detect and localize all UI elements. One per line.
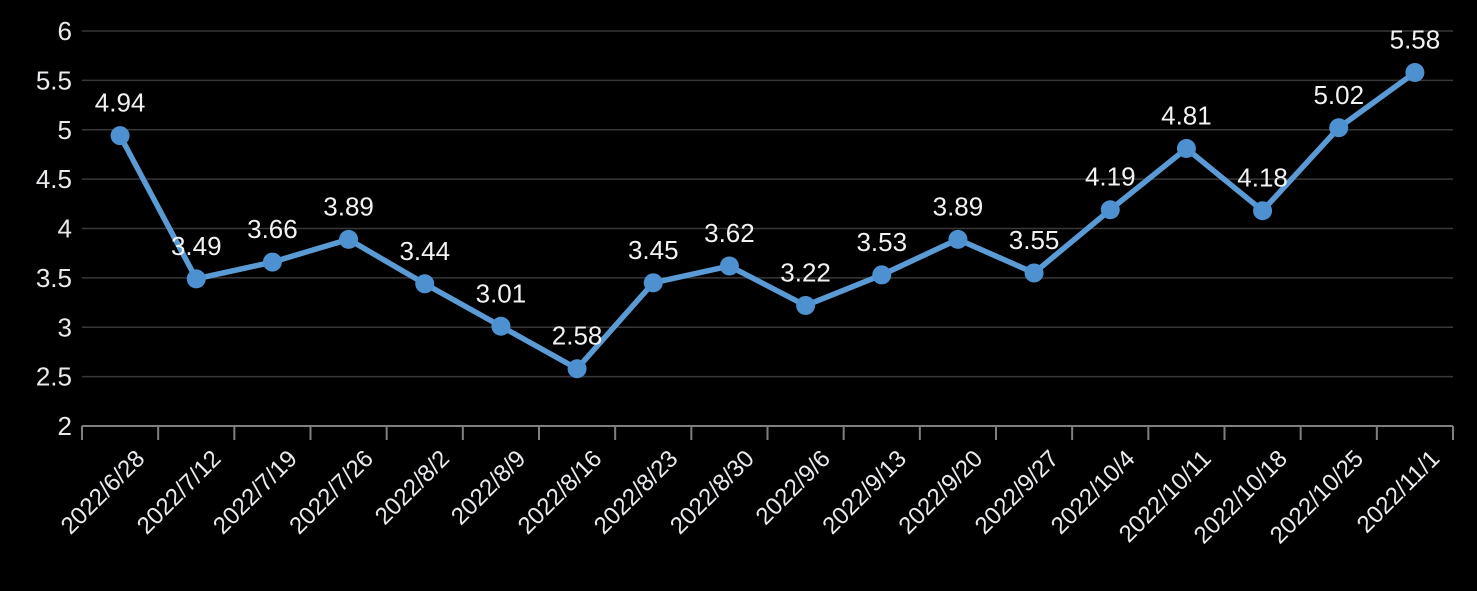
data-point: [262, 252, 282, 272]
data-label: 4.81: [1161, 101, 1212, 131]
y-tick-label: 2.5: [36, 362, 72, 392]
data-point: [1405, 62, 1425, 82]
data-label: 4.19: [1085, 162, 1136, 192]
data-point: [1176, 139, 1196, 159]
data-label: 4.18: [1237, 163, 1288, 193]
series-line: [117, 69, 1418, 372]
data-label: 3.62: [704, 218, 755, 248]
data-label: 3.49: [171, 231, 222, 261]
data-point: [796, 296, 816, 316]
y-tick-label: 4: [58, 214, 72, 244]
data-point: [110, 126, 130, 146]
data-label: 5.58: [1390, 24, 1441, 54]
x-tick-label: 2022/8/30: [665, 445, 760, 540]
data-point: [1024, 263, 1044, 283]
x-tick-label: 2022/7/26: [284, 445, 379, 540]
y-tick-label: 5.5: [36, 65, 72, 95]
y-tick-label: 6: [58, 16, 72, 46]
data-label: 3.01: [476, 278, 527, 308]
data-label: 3.53: [856, 227, 907, 257]
data-label: 2.58: [552, 321, 603, 351]
data-point: [1100, 200, 1120, 220]
data-label: 3.22: [780, 258, 831, 288]
data-label: 4.94: [95, 88, 146, 118]
data-point: [719, 256, 739, 276]
data-label: 3.45: [628, 235, 679, 265]
y-tick-label: 4.5: [36, 164, 72, 194]
data-label: 3.44: [399, 236, 450, 266]
data-point: [567, 359, 587, 379]
x-tick-label: 2022/8/2: [370, 445, 455, 530]
data-point: [872, 265, 892, 285]
data-point: [339, 229, 359, 249]
data-point: [948, 229, 968, 249]
data-label: 3.55: [1009, 225, 1060, 255]
data-point: [415, 274, 435, 294]
x-tick-label: 2022/11/1: [1352, 445, 1445, 538]
y-tick-label: 2: [58, 411, 72, 441]
data-label: 3.89: [323, 191, 374, 221]
y-tick-label: 3: [58, 312, 72, 342]
data-point: [1329, 118, 1349, 138]
data-point: [186, 269, 206, 289]
data-point: [643, 273, 663, 293]
data-label: 3.89: [933, 191, 984, 221]
data-point: [491, 316, 511, 336]
y-tick-label: 3.5: [36, 263, 72, 293]
data-point: [1253, 201, 1273, 221]
data-label: 5.02: [1313, 80, 1364, 110]
y-tick-label: 5: [58, 115, 72, 145]
data-label: 3.66: [247, 214, 298, 244]
